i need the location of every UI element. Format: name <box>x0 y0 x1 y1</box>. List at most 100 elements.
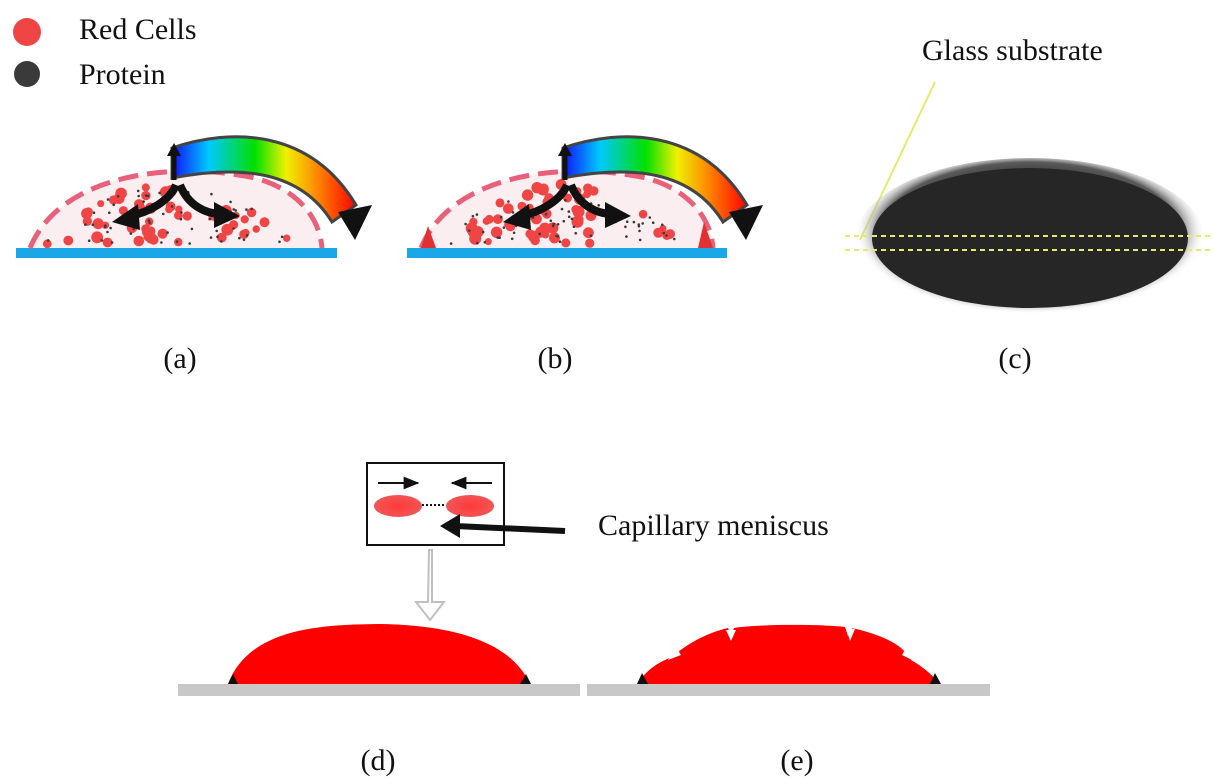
protein-dot <box>110 241 114 244</box>
caption-d: (d) <box>361 744 396 777</box>
protein-dot <box>170 205 174 208</box>
protein-dot <box>166 231 169 234</box>
protein-dot <box>84 223 87 226</box>
red-cell <box>571 215 584 228</box>
red-cell <box>91 231 103 244</box>
protein-dot <box>673 237 676 241</box>
substrate-b <box>407 248 727 258</box>
red-cell <box>141 183 150 192</box>
red-cell <box>589 186 599 196</box>
protein-dot <box>549 219 553 222</box>
capillary-meniscus-label: Capillary meniscus <box>598 509 829 542</box>
protein-dot <box>136 189 140 193</box>
caption-e: (e) <box>780 744 813 777</box>
red-cell <box>221 223 234 236</box>
protein-dot <box>502 226 506 229</box>
protein-dot <box>180 211 183 214</box>
protein-dot <box>216 235 219 238</box>
protein-dot-icon <box>14 61 40 87</box>
edge-ring-right-e <box>930 673 941 684</box>
protein-dot <box>511 211 515 214</box>
protein-dot <box>625 235 628 238</box>
red-cell <box>585 238 595 248</box>
protein-dot <box>109 226 112 230</box>
protein-dot <box>242 238 246 242</box>
red-cell <box>240 215 249 224</box>
protein-dot <box>567 210 571 213</box>
panel-b: (b) <box>407 135 763 375</box>
edge-ring-left-e <box>637 673 648 684</box>
outflow-arrowhead-b <box>729 205 763 240</box>
protein-dot <box>220 240 223 243</box>
red-cell <box>174 237 183 247</box>
legend-label-protein: Protein <box>79 58 166 91</box>
protein-dot <box>142 200 145 203</box>
protein-dot <box>108 211 111 214</box>
right-curl-arrowhead-a <box>214 202 240 228</box>
red-cell <box>490 226 503 238</box>
red-cell <box>133 235 145 247</box>
red-cell <box>148 234 159 245</box>
protein-dot <box>638 229 641 233</box>
protein-dot <box>160 241 163 244</box>
protein-dot <box>665 234 668 237</box>
red-deposit-d <box>228 624 530 684</box>
protein-dot <box>597 204 600 207</box>
red-cell <box>539 222 551 235</box>
protein-dot <box>552 222 555 226</box>
protein-dot <box>229 200 232 204</box>
substrate-d <box>178 684 580 696</box>
legend-label-red-cells: Red Cells <box>79 13 197 46</box>
protein-dot <box>589 234 593 238</box>
red-cell <box>530 235 540 246</box>
protein-dot <box>538 232 541 236</box>
red-cell <box>525 229 535 239</box>
red-cell <box>561 238 571 248</box>
red-cell <box>63 235 74 246</box>
protein-dot <box>560 207 564 211</box>
protein-dot <box>562 219 566 223</box>
red-cell <box>157 228 168 239</box>
flow-rainbow-arrow-a <box>170 135 359 225</box>
panel-c: Glass substrate (c) <box>845 34 1210 375</box>
red-cell <box>484 238 492 246</box>
meniscus-pointer-arrow <box>454 523 566 534</box>
protein-dot <box>641 222 644 225</box>
crack-notch-2-e <box>726 630 736 641</box>
legend: Red Cells Protein <box>13 13 197 91</box>
protein-dot <box>625 220 629 223</box>
red-cell <box>252 225 260 233</box>
red-cell <box>102 237 113 248</box>
zoom-hollow-arrow <box>413 549 447 622</box>
protein-dot <box>471 214 475 218</box>
red-cell <box>283 234 291 242</box>
glass-substrate-label: Glass substrate <box>922 34 1103 67</box>
red-cell <box>583 190 591 199</box>
left-curl-arrowhead-a <box>112 204 140 230</box>
red-cell <box>521 189 534 201</box>
protein-dot <box>564 198 567 202</box>
protein-dot <box>280 235 284 239</box>
protein-dot <box>234 209 238 212</box>
edge-deposit-left-b <box>421 226 436 248</box>
red-cell-dot-icon <box>13 18 41 46</box>
protein-dot <box>238 236 241 240</box>
red-cell <box>165 205 174 214</box>
protein-dot <box>87 239 91 242</box>
protein-dot <box>188 242 191 245</box>
protein-dot <box>175 240 179 243</box>
protein-dot <box>570 217 574 221</box>
protein-dot <box>179 217 183 221</box>
protein-dot <box>250 207 253 211</box>
red-cell <box>653 227 664 238</box>
protein-dot <box>92 211 96 214</box>
caption-a: (a) <box>163 342 196 375</box>
left-curl-arrowhead-b <box>503 204 531 230</box>
protein-dot <box>648 216 652 219</box>
protein-dot <box>544 212 548 216</box>
protein-dot <box>475 213 479 216</box>
red-cell <box>638 209 648 219</box>
flow-rainbow-arrow-b <box>561 135 750 225</box>
edge-ring-left-d <box>228 674 238 684</box>
red-cell <box>141 226 153 238</box>
